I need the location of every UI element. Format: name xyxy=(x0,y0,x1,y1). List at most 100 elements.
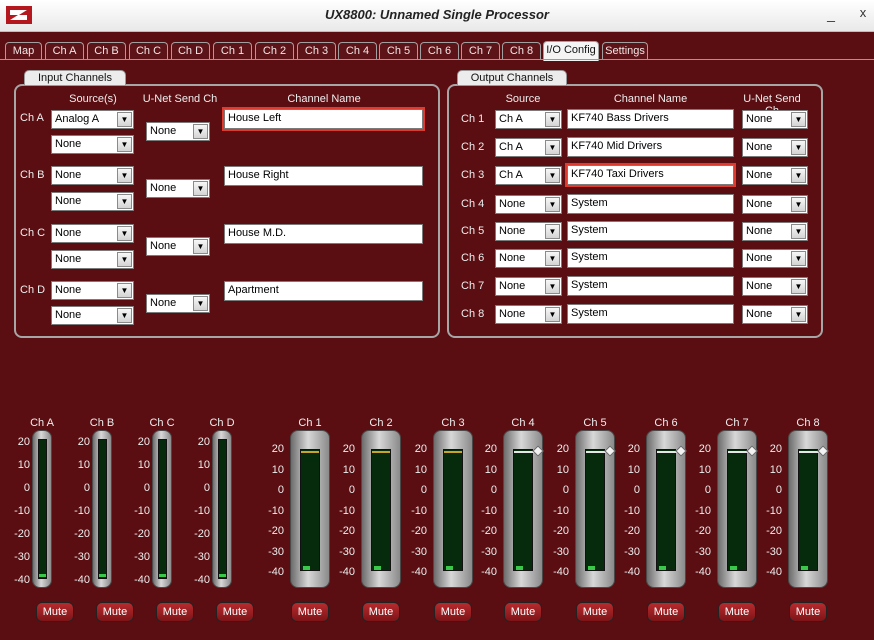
scale-tick-label: -20 xyxy=(339,525,355,537)
output-unet-dropdown[interactable]: None ▼ xyxy=(742,222,808,241)
mute-button[interactable]: Mute xyxy=(434,602,472,622)
source1-dropdown[interactable]: Analog A ▼ xyxy=(51,110,134,129)
output-unet-dropdown[interactable]: None ▼ xyxy=(742,305,808,324)
output-source-dropdown[interactable]: Ch A ▼ xyxy=(495,110,562,129)
tab-ch-2[interactable]: Ch 2 xyxy=(255,42,294,60)
output-unet-dropdown[interactable]: None ▼ xyxy=(742,277,808,296)
source1-dropdown[interactable]: None ▼ xyxy=(51,166,134,185)
output-unet-dropdown[interactable]: None ▼ xyxy=(742,166,808,185)
limit-handle-icon[interactable] xyxy=(604,445,616,457)
output-source-dropdown[interactable]: Ch A ▼ xyxy=(495,166,562,185)
scale-tick-label: -40 xyxy=(411,566,427,578)
scale-tick-label: 0 xyxy=(348,484,355,496)
source1-dropdown[interactable]: None ▼ xyxy=(51,224,134,243)
output-channel-name-input[interactable]: System xyxy=(567,248,734,268)
limit-handle-icon[interactable] xyxy=(532,445,544,457)
mute-button[interactable]: Mute xyxy=(36,602,74,622)
tab-ch-c[interactable]: Ch C xyxy=(129,42,168,60)
output-unet-dropdown[interactable]: None ▼ xyxy=(742,195,808,214)
scale-tick-label: -10 xyxy=(194,505,210,517)
scale-tick-label: 0 xyxy=(143,482,150,494)
output-source-dropdown[interactable]: Ch A ▼ xyxy=(495,138,562,157)
tab-ch-7[interactable]: Ch 7 xyxy=(461,42,500,60)
mute-button[interactable]: Mute xyxy=(216,602,254,622)
output-source-dropdown[interactable]: None ▼ xyxy=(495,195,562,214)
source2-dropdown[interactable]: None ▼ xyxy=(51,250,134,269)
meter-track xyxy=(585,449,605,571)
channel-name-input[interactable]: House Left xyxy=(222,107,425,131)
mute-button[interactable]: Mute xyxy=(291,602,329,622)
scale-tick-label: -10 xyxy=(766,504,782,517)
scale-tick-label: -30 xyxy=(553,545,569,558)
source1-dropdown[interactable]: None ▼ xyxy=(51,281,134,300)
scale-tick-label: -30 xyxy=(74,551,90,563)
limit-handle-icon[interactable] xyxy=(817,445,829,457)
output-source-dropdown[interactable]: None ▼ xyxy=(495,277,562,296)
source2-dropdown[interactable]: None ▼ xyxy=(51,135,134,154)
tab-ch-b[interactable]: Ch B xyxy=(87,42,126,60)
scale-tick-label: 20 xyxy=(197,436,210,448)
tab-ch-5[interactable]: Ch 5 xyxy=(379,42,418,60)
mute-button[interactable]: Mute xyxy=(156,602,194,622)
output-unet-dropdown[interactable]: None ▼ xyxy=(742,110,808,129)
tab-ch-a[interactable]: Ch A xyxy=(45,42,84,60)
tab-ch-3[interactable]: Ch 3 xyxy=(297,42,336,60)
unet-send-dropdown[interactable]: None ▼ xyxy=(146,179,210,198)
limit-line xyxy=(657,451,683,453)
mute-button[interactable]: Mute xyxy=(96,602,134,622)
output-source-dropdown[interactable]: None ▼ xyxy=(495,305,562,324)
tab-ch-1[interactable]: Ch 1 xyxy=(213,42,252,60)
source2-dropdown[interactable]: None ▼ xyxy=(51,306,134,325)
channel-name-input[interactable]: House M.D. xyxy=(224,224,423,244)
mute-button[interactable]: Mute xyxy=(362,602,400,622)
scale-tick-label: 10 xyxy=(77,459,90,471)
close-button[interactable]: x xyxy=(859,5,867,20)
tab-io-config[interactable]: I/O Config xyxy=(543,41,599,61)
scale-tick-label: -30 xyxy=(14,551,30,563)
unet-send-dropdown[interactable]: None ▼ xyxy=(146,122,210,141)
tab-map[interactable]: Map xyxy=(5,42,42,60)
tab-ch-4[interactable]: Ch 4 xyxy=(338,42,377,60)
limit-line xyxy=(799,451,825,453)
scale-tick-label: -20 xyxy=(624,525,640,537)
scale-tick-label: 10 xyxy=(342,463,355,476)
source2-dropdown[interactable]: None ▼ xyxy=(51,192,134,211)
output-source-dropdown[interactable]: None ▼ xyxy=(495,222,562,241)
mute-button[interactable]: Mute xyxy=(789,602,827,622)
mute-button[interactable]: Mute xyxy=(647,602,685,622)
output-unet-dropdown[interactable]: None ▼ xyxy=(742,138,808,157)
channel-name-input[interactable]: Apartment xyxy=(224,281,423,301)
mute-button[interactable]: Mute xyxy=(504,602,542,622)
output-channel-name-input[interactable]: KF740 Bass Drivers xyxy=(567,109,734,129)
output-channel-name-input[interactable]: KF740 Taxi Drivers xyxy=(565,163,736,187)
channel-name-input[interactable]: House Right xyxy=(224,166,423,186)
output-channel-name-input[interactable]: System xyxy=(567,276,734,296)
limit-handle-icon[interactable] xyxy=(746,445,758,457)
chevron-down-icon: ▼ xyxy=(791,112,806,127)
scale-tick-label: -10 xyxy=(339,504,355,517)
scale-tick-label: 0 xyxy=(23,482,30,494)
tab-ch-8[interactable]: Ch 8 xyxy=(502,42,541,60)
output-channel-name-input[interactable]: KF740 Mid Drivers xyxy=(567,137,734,157)
minimize-button[interactable]: _ xyxy=(827,6,835,22)
tab-settings[interactable]: Settings xyxy=(602,42,648,60)
scale-tick-label: 0 xyxy=(704,484,711,496)
scale-tick-label: 20 xyxy=(342,443,355,455)
mute-button[interactable]: Mute xyxy=(718,602,756,622)
unet-send-dropdown[interactable]: None ▼ xyxy=(146,237,210,256)
input-channel-label: Ch D xyxy=(20,284,46,296)
output-unet-dropdown[interactable]: None ▼ xyxy=(742,249,808,268)
limit-handle-icon[interactable] xyxy=(675,445,687,457)
output-source-dropdown[interactable]: None ▼ xyxy=(495,249,562,268)
output-channel-name-input[interactable]: System xyxy=(567,304,734,324)
level-meter xyxy=(646,430,687,588)
tab-ch-d[interactable]: Ch D xyxy=(171,42,210,60)
output-channel-name-input[interactable]: System xyxy=(567,194,734,214)
tab-ch-6[interactable]: Ch 6 xyxy=(420,42,459,60)
limit-line xyxy=(514,451,540,453)
mute-button[interactable]: Mute xyxy=(576,602,614,622)
meter-led xyxy=(374,566,381,570)
output-channel-name-input[interactable]: System xyxy=(567,221,734,241)
unet-send-dropdown[interactable]: None ▼ xyxy=(146,294,210,313)
scale-tick-label: -40 xyxy=(695,566,711,578)
